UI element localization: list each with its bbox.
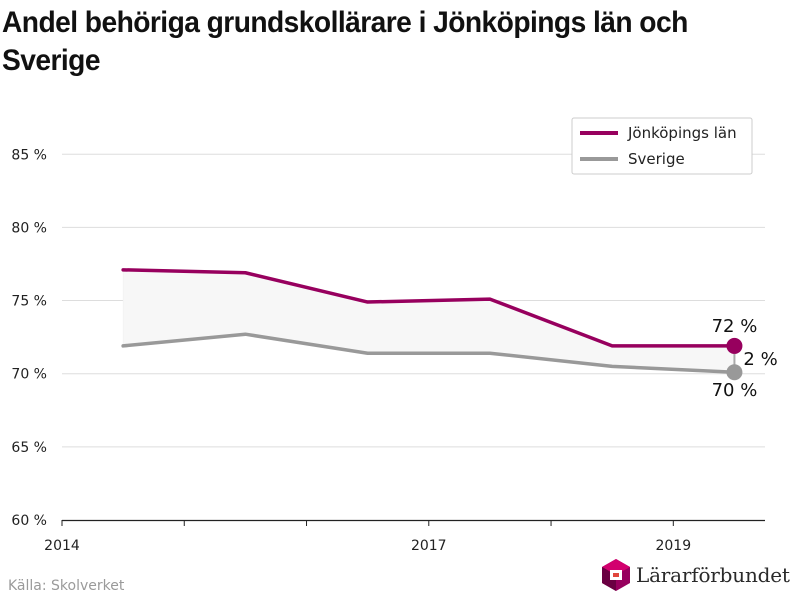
legend-entry: Sverige xyxy=(628,150,685,168)
end-markers xyxy=(726,337,743,381)
x-tick-label: 2017 xyxy=(411,538,447,554)
series-line-sverige xyxy=(121,332,737,374)
difference-label: 2 % xyxy=(743,349,777,370)
y-tick-label: 70 % xyxy=(11,367,47,383)
series-line-jonkopings-lan xyxy=(121,268,737,348)
series-lines xyxy=(121,268,737,374)
data-labels: 72 % 70 % 2 % xyxy=(712,316,778,401)
end-label-bottom: 70 % xyxy=(712,380,758,401)
difference-area xyxy=(122,269,735,373)
source-note: Källa: Skolverket xyxy=(8,578,125,594)
x-axis: 2014 2017 2019 xyxy=(44,519,765,554)
y-tick-label: 65 % xyxy=(11,440,47,456)
y-tick-label: 85 % xyxy=(11,147,47,163)
legend-entry: Jönköpings län xyxy=(627,124,737,142)
legend: Jönköpings län Sverige xyxy=(571,117,753,175)
chart-title: Andel behöriga grundskollärare i Jönköpi… xyxy=(2,6,688,77)
x-tick-label: 2019 xyxy=(655,538,691,554)
end-marker-sverige xyxy=(726,364,743,381)
lararforbundet-logo-icon xyxy=(602,559,630,591)
x-tick-label: 2014 xyxy=(44,538,80,554)
y-tick-label: 60 % xyxy=(11,513,47,529)
y-tick-label: 80 % xyxy=(11,220,47,236)
end-label-top: 72 % xyxy=(712,316,758,337)
logo-wordmark: Lärarförbundet xyxy=(636,563,790,587)
brand-logo: Lärarförbundet xyxy=(602,558,790,592)
fill-between-area xyxy=(122,269,735,373)
end-marker-jonkopings-lan xyxy=(726,337,743,354)
y-tick-label: 75 % xyxy=(11,294,47,310)
